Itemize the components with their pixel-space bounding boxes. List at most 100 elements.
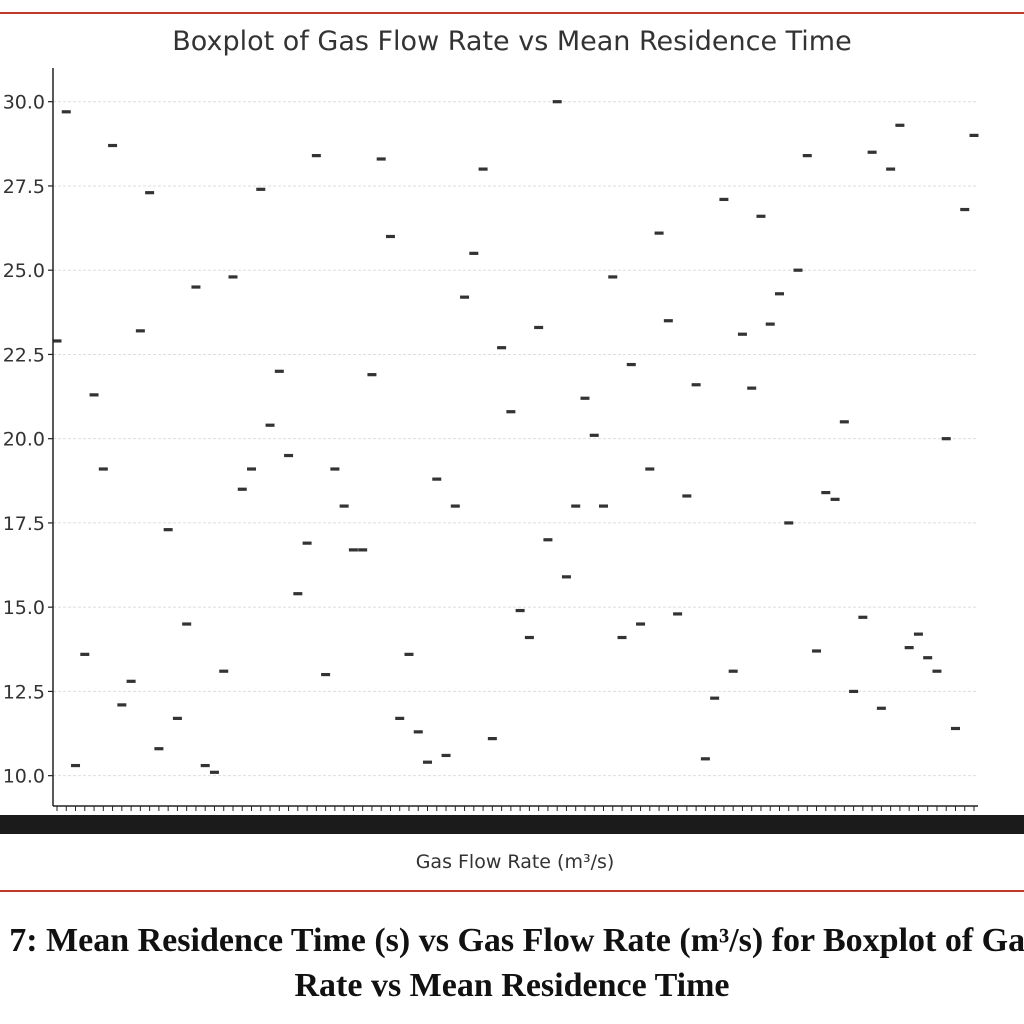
box-median-mark [728, 669, 738, 673]
y-tick-label: 30.0 [3, 92, 45, 114]
box-median-mark [858, 615, 868, 619]
box-median-mark [515, 608, 525, 613]
box-median-mark [302, 541, 312, 545]
box-median-mark [293, 592, 303, 596]
box-median-mark [154, 747, 164, 751]
box-median-mark [524, 635, 534, 640]
box-median-mark [561, 575, 571, 579]
box-median-mark [256, 187, 266, 191]
box-median-mark [802, 154, 812, 158]
box-median-mark [626, 362, 636, 367]
box-median-mark [719, 197, 729, 202]
box-median-mark [913, 632, 923, 636]
y-tick-label: 20.0 [3, 429, 45, 451]
caption-line-2: Rate vs Mean Residence Time [294, 967, 730, 1004]
chart-title: Boxplot of Gas Flow Rate vs Mean Residen… [172, 26, 852, 57]
y-tick-label: 12.5 [3, 681, 45, 703]
box-median-mark [441, 753, 451, 758]
box-median-mark [830, 497, 840, 501]
box-median-mark [960, 207, 970, 212]
x-tick-labels-overlap [0, 815, 1024, 834]
box-median-mark [589, 433, 599, 437]
y-axis-ticks: 10.0 12.5 15.0 17.5 20.0 22.5 25.0 27.5 30.0 [3, 92, 53, 788]
y-tick-label: 22.5 [3, 344, 45, 366]
box-median-mark [478, 167, 488, 171]
box-median-mark [682, 494, 692, 498]
box-median-mark [237, 487, 247, 491]
box-median-mark [330, 467, 340, 471]
box-median-mark [163, 528, 173, 532]
box-median-mark [348, 548, 358, 552]
box-median-mark [367, 373, 377, 377]
box-median-mark [673, 612, 683, 616]
box-median-mark [710, 696, 720, 700]
box-median-mark [839, 420, 849, 424]
box-median-mark [497, 346, 507, 350]
box-median-mark [126, 679, 136, 683]
box-median-mark [895, 123, 905, 127]
y-tick-label: 10.0 [3, 766, 45, 788]
bottom-border-rule [0, 890, 1024, 892]
box-median-mark [506, 410, 516, 414]
box-median-mark [423, 760, 433, 764]
box-median-mark [654, 231, 664, 235]
box-median-mark [89, 393, 99, 397]
box-median-mark [200, 763, 210, 768]
box-median-mark [135, 329, 145, 333]
box-median-mark [876, 706, 886, 710]
box-median-mark [413, 730, 423, 734]
box-median-mark [98, 467, 108, 471]
box-median-mark [886, 167, 896, 171]
box-median-mark [61, 110, 71, 114]
median-marks [52, 100, 979, 774]
box-median-mark [228, 275, 238, 279]
box-median-mark [691, 383, 701, 387]
box-median-mark [598, 504, 608, 508]
box-median-mark [358, 548, 368, 552]
box-median-mark [339, 504, 349, 508]
box-median-mark [191, 285, 201, 289]
box-median-mark [145, 191, 155, 195]
box-median-mark [747, 386, 757, 390]
box-median-mark [849, 689, 859, 694]
box-median-mark [932, 669, 942, 673]
box-median-mark [247, 467, 257, 471]
box-median-mark [209, 770, 219, 774]
box-median-mark [636, 622, 646, 626]
box-median-mark [469, 251, 479, 255]
boxplot-chart: 10.0 12.5 15.0 17.5 20.0 22.5 25.0 27.5 30.0 Gas… [0, 68, 1024, 873]
y-tick-label: 27.5 [3, 176, 45, 198]
box-median-mark [432, 477, 442, 481]
box-median-mark [904, 646, 914, 650]
box-median-mark [450, 504, 460, 508]
box-median-mark [182, 622, 192, 626]
box-median-mark [284, 453, 294, 458]
box-median-mark [784, 521, 794, 525]
box-median-mark [571, 504, 581, 508]
y-tick-label: 17.5 [3, 513, 45, 535]
box-median-mark [608, 275, 618, 279]
box-median-mark [700, 757, 710, 761]
box-median-mark [404, 652, 414, 656]
box-median-mark [395, 716, 405, 720]
box-median-mark [663, 319, 673, 323]
y-tick-label: 15.0 [3, 597, 45, 619]
box-median-mark [460, 295, 470, 299]
box-median-mark [812, 649, 822, 653]
box-median-mark [80, 652, 90, 656]
x-axis-label: Gas Flow Rate (m³/s) [416, 851, 615, 873]
box-median-mark [821, 491, 831, 495]
y-tick-label: 25.0 [3, 260, 45, 282]
box-median-mark [552, 100, 562, 104]
box-median-mark [645, 467, 655, 471]
box-median-mark [543, 538, 553, 542]
box-median-mark [71, 763, 81, 768]
caption-line-1: e 7: Mean Residence Time (s) vs Gas Flow… [0, 922, 1024, 959]
box-median-mark [534, 325, 544, 330]
box-median-mark [311, 154, 321, 158]
box-median-mark [52, 339, 62, 343]
box-median-mark [274, 369, 284, 373]
box-median-mark [774, 292, 784, 296]
box-median-mark [793, 268, 803, 272]
x-axis-ticks [56, 806, 975, 811]
